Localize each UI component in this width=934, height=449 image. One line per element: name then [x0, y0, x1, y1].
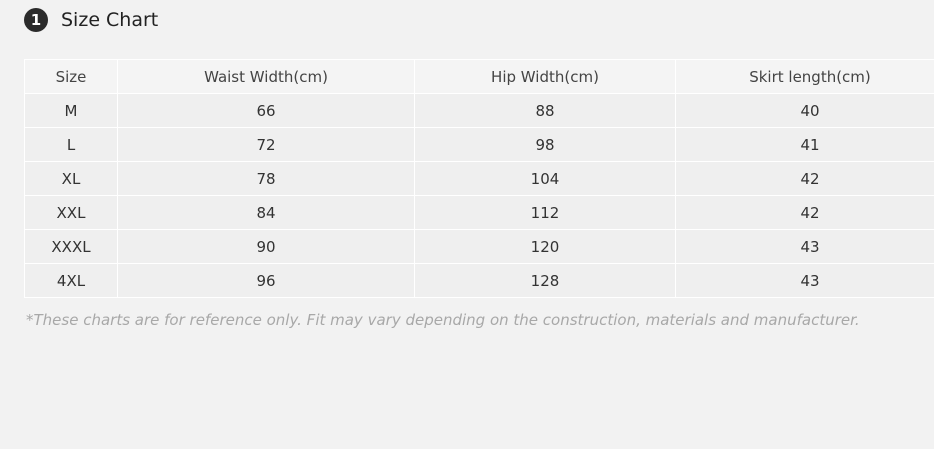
table-cell: 88: [414, 93, 676, 128]
table-cell: 128: [414, 263, 676, 298]
table-cell: 42: [675, 161, 934, 196]
table-cell: 66: [117, 93, 415, 128]
table-row: L 72 98 41: [24, 127, 934, 162]
size-chart-table: Size Waist Width(cm) Hip Width(cm) Skirt le…: [24, 59, 934, 298]
table-header-row: Size Waist Width(cm) Hip Width(cm) Skirt le…: [24, 59, 934, 94]
table-cell: M: [24, 93, 118, 128]
table-cell: 78: [117, 161, 415, 196]
table-row: XXL 84 112 42: [24, 195, 934, 230]
column-header: Waist Width(cm): [117, 59, 415, 94]
table-cell: 120: [414, 229, 676, 264]
section-title: Size Chart: [61, 9, 159, 31]
table-cell: 4XL: [24, 263, 118, 298]
table-cell: XXL: [24, 195, 118, 230]
table-row: XXXL 90 120 43: [24, 229, 934, 264]
table-cell: 96: [117, 263, 415, 298]
table-cell: 84: [117, 195, 415, 230]
table-cell: XXXL: [24, 229, 118, 264]
table-cell: 40: [675, 93, 934, 128]
footnote: *These charts are for reference only. Fi…: [26, 311, 860, 329]
column-header: Size: [24, 59, 118, 94]
step-number-badge: 1: [24, 8, 48, 32]
table-cell: 104: [414, 161, 676, 196]
table-cell: 42: [675, 195, 934, 230]
table-row: M 66 88 40: [24, 93, 934, 128]
table-cell: L: [24, 127, 118, 162]
table-cell: 43: [675, 229, 934, 264]
table-cell: 72: [117, 127, 415, 162]
table-row: XL 78 104 42: [24, 161, 934, 196]
table-cell: XL: [24, 161, 118, 196]
table-cell: 90: [117, 229, 415, 264]
section-heading: 1 Size Chart: [24, 8, 158, 32]
table-cell: 43: [675, 263, 934, 298]
table-cell: 41: [675, 127, 934, 162]
table-cell: 112: [414, 195, 676, 230]
column-header: Hip Width(cm): [414, 59, 676, 94]
table-row: 4XL 96 128 43: [24, 263, 934, 298]
column-header: Skirt length(cm): [675, 59, 934, 94]
table-cell: 98: [414, 127, 676, 162]
